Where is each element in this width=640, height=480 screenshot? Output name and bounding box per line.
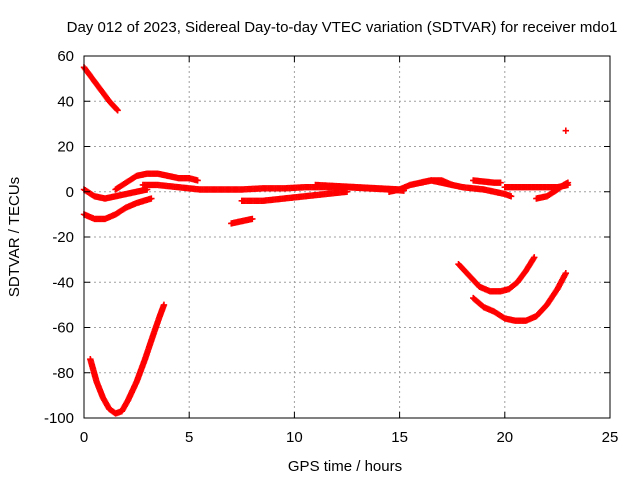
data-points	[80, 64, 572, 417]
x-tick-label: 5	[185, 429, 193, 446]
y-tick-label: -20	[52, 229, 74, 246]
grid-lines	[84, 56, 610, 418]
x-axis-label: GPS time / hours	[288, 458, 402, 475]
x-tick-label: 0	[80, 429, 88, 446]
series-arc-8	[238, 188, 351, 204]
series-arc-12	[470, 177, 504, 186]
y-axis-label: SDTVAR / TECUs	[6, 177, 23, 297]
series-arc-7	[228, 215, 256, 227]
y-tick-label: 0	[66, 184, 74, 201]
plot-frame	[83, 55, 611, 419]
y-tick-label: 20	[57, 139, 74, 156]
series-arc-15	[455, 254, 538, 295]
data-point	[148, 195, 155, 202]
chart-title: Day 012 of 2023, Sidereal Day-to-day VTE…	[67, 19, 618, 36]
y-tick-label: -60	[52, 320, 74, 337]
data-point	[160, 301, 168, 309]
x-tick-label: 25	[602, 429, 619, 446]
data-point	[562, 270, 570, 277]
series-arc-4	[80, 186, 151, 202]
series-arc-5	[112, 170, 201, 193]
data-point	[507, 193, 515, 200]
y-tick-label: 60	[57, 48, 74, 65]
series-arc-2	[87, 301, 168, 417]
series-arc-11	[417, 177, 456, 189]
data-point	[562, 127, 570, 134]
series-arc-3	[80, 195, 155, 223]
data-point	[449, 181, 456, 189]
y-tick-label: -40	[52, 274, 74, 291]
series-arc-14	[533, 179, 572, 202]
data-point	[194, 177, 201, 184]
x-tick-label: 20	[496, 429, 513, 446]
x-axis-ticks: 0 5 10 15 20 25	[80, 56, 619, 446]
data-point	[497, 179, 504, 186]
x-tick-label: 15	[391, 429, 408, 446]
series-arc-17	[562, 127, 570, 134]
data-point	[531, 254, 538, 261]
y-tick-label: 40	[57, 93, 74, 110]
series-arc-1	[80, 64, 121, 114]
x-tick-label: 10	[286, 429, 303, 446]
data-point	[564, 179, 572, 186]
y-tick-label: -80	[52, 365, 74, 382]
y-axis-ticks: -100 -80 -60 -40 -20 0 20 40 60	[44, 48, 610, 427]
y-tick-label: -100	[44, 410, 74, 427]
data-point	[113, 106, 120, 113]
data-point	[249, 215, 256, 223]
data-point	[114, 107, 121, 114]
series-arc-16	[470, 270, 570, 324]
